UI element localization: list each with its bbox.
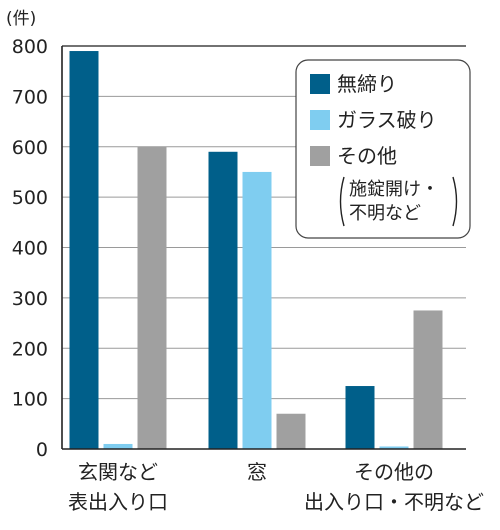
bar [379, 446, 409, 449]
bars [69, 51, 443, 449]
legend-note-bracket-right [452, 176, 458, 227]
legend-note-bracket-left [339, 176, 345, 227]
legend-label: 無締り [337, 72, 397, 96]
legend-box [295, 59, 471, 239]
y-unit-label: (件) [6, 9, 36, 29]
y-tick-label: 500 [12, 187, 48, 209]
y-tick-label: 200 [12, 338, 48, 360]
axes [61, 46, 466, 450]
legend-note: 不明など [349, 203, 421, 224]
bar [345, 386, 375, 449]
legend-label: その他 [337, 144, 397, 168]
y-tick-label: 400 [12, 238, 48, 260]
bar [276, 413, 306, 449]
y-tick-label: 700 [12, 86, 48, 108]
category-label: 出入り口・不明など [304, 490, 484, 514]
legend-swatch [310, 146, 330, 166]
category-label: 表出入り口 [68, 490, 168, 514]
bar [242, 171, 272, 449]
y-tick-label: 600 [12, 137, 48, 159]
category-label: 窓 [247, 460, 267, 484]
legend-swatch [310, 110, 330, 130]
y-tick-label: 800 [12, 36, 48, 58]
legend-swatch [310, 74, 330, 94]
category-label: その他の [354, 460, 434, 484]
legend-note: 施錠開け・ [349, 179, 439, 200]
y-tick-label: 0 [36, 439, 48, 461]
category-label: 玄関など [78, 460, 158, 484]
y-tick-label: 300 [12, 288, 48, 310]
bar [208, 151, 238, 449]
y-tick-label: 100 [12, 389, 48, 411]
y-tick-labels: 0 100 200 300 400 500 600 700 800 [12, 36, 48, 461]
bar [413, 310, 443, 449]
bar [69, 51, 99, 449]
bar [137, 146, 167, 449]
legend-label: ガラス破り [337, 108, 437, 132]
bar [103, 443, 133, 449]
